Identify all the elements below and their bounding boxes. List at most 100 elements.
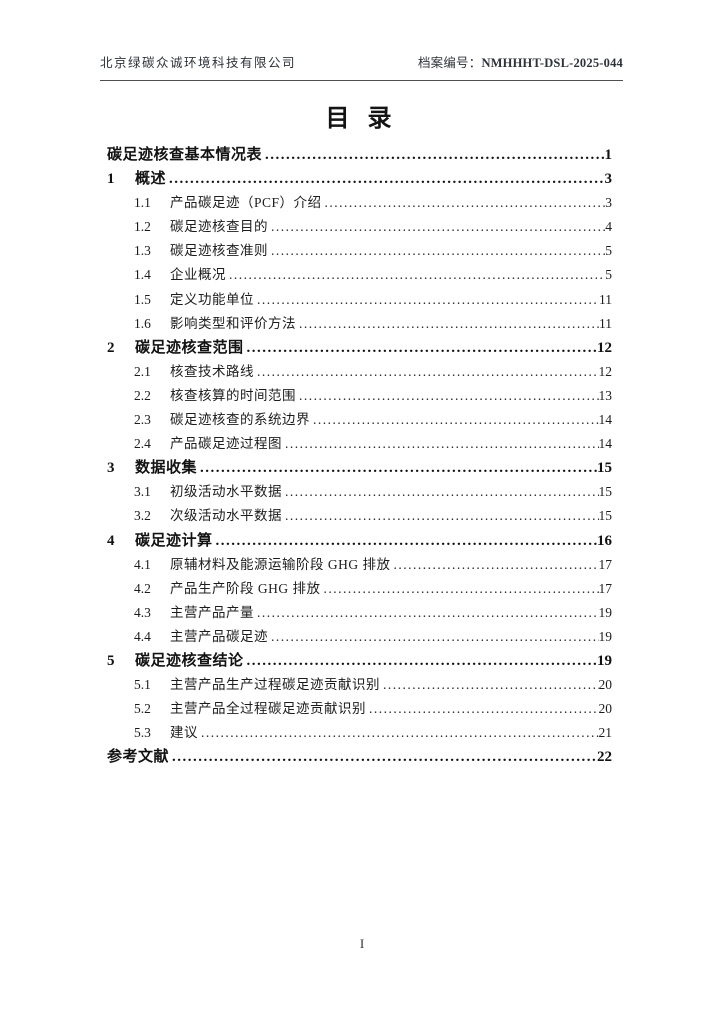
toc-entry[interactable]: 3.2 次级活动水平数据.............................… [134,504,612,528]
toc-entry-title: 产品碳足迹（PCF）介绍 [170,195,322,211]
leader-dots: ........................................… [285,436,599,452]
leader-dots: ........................................… [393,556,599,572]
toc-entry-page: 20 [598,677,613,693]
toc-entry-page: 3 [605,195,612,211]
toc-entry-title: 建议 [170,725,198,741]
toc-entry[interactable]: 2.1 核查技术路线...............................… [134,360,612,384]
toc-entry-number: 1.3 [134,243,151,259]
toc-entry-page: 20 [598,701,613,717]
toc-entry-title: 碳足迹计算 [135,532,213,549]
toc-entry-page: 21 [598,725,613,741]
toc-entry[interactable]: 4.1 原辅材料及能源运输阶段 GHG 排放...................… [134,553,612,577]
toc-entry[interactable]: 4.2 产品生产阶段 GHG 排放........................… [134,577,612,601]
toc-entry[interactable]: 1.4 企业概况.................................… [134,263,612,287]
table-of-contents: 碳足迹核查基本情况表..............................… [100,143,623,769]
toc-entry[interactable]: 3 数据收集...................................… [107,456,612,480]
toc-entry[interactable]: 4.4 主营产品碳足迹..............................… [134,625,612,649]
toc-entry[interactable]: 1.2 碳足迹核查目的..............................… [134,215,612,239]
leader-dots: ........................................… [271,243,605,259]
leader-dots: ........................................… [200,460,597,477]
toc-entry[interactable]: 1.1 产品碳足迹（PCF）介绍.........................… [134,191,612,215]
toc-entry-number: 5.3 [134,725,151,741]
leader-dots: ........................................… [383,677,599,693]
leader-dots: ........................................… [313,412,599,428]
toc-entry[interactable]: 1.5 定义功能单位...............................… [134,288,612,312]
leader-dots: ........................................… [285,484,599,500]
toc-entry-number: 1.1 [134,195,151,211]
toc-entry-number: 1.5 [134,291,151,307]
toc-entry-page: 3 [604,171,613,188]
toc-entry-page: 14 [598,436,613,452]
toc-entry-number: 2.4 [134,436,151,452]
toc-entry[interactable]: 4 碳足迹计算..................................… [107,529,612,553]
leader-dots: ........................................… [246,652,597,669]
toc-entry[interactable]: 2 碳足迹核查范围................................… [107,336,612,360]
leader-dots: ........................................… [215,532,597,549]
toc-entry[interactable]: 1.6 影响类型和评价方法............................… [134,312,612,336]
toc-entry[interactable]: 参考文献....................................… [107,745,612,769]
toc-entry[interactable]: 5.2 主营产品全过程碳足迹贡献识别.......................… [134,697,612,721]
toc-entry-page: 19 [598,628,613,644]
leader-dots: ........................................… [285,508,599,524]
toc-entry-number: 2.2 [134,387,151,403]
toc-entry-title: 碳足迹核查目的 [170,219,268,235]
toc-title: 目 录 [325,106,398,132]
toc-entry-title: 碳足迹核查的系统边界 [170,412,310,428]
toc-entry-title: 企业概况 [170,267,226,283]
toc-entry-page: 5 [605,243,612,259]
leader-dots: ........................................… [299,387,599,403]
toc-entry[interactable]: 2.3 碳足迹核查的系统边界...........................… [134,408,612,432]
leader-dots: ........................................… [323,580,599,596]
toc-entry-title: 主营产品产量 [170,604,254,620]
toc-entry[interactable]: 4.3 主营产品产量...............................… [134,601,612,625]
toc-entry-number: 5.1 [134,677,151,693]
toc-entry-number: 5.2 [134,701,151,717]
toc-entry-number: 1.2 [134,219,151,235]
leader-dots: ........................................… [257,291,599,307]
toc-entry[interactable]: 1.3 碳足迹核查准则..............................… [134,239,612,263]
leader-dots: ........................................… [271,219,605,235]
toc-entry-page: 16 [597,532,612,549]
toc-entry-page: 19 [598,604,613,620]
toc-entry[interactable]: 5 碳足迹核查结论................................… [107,649,612,673]
toc-entry[interactable]: 5.1 主营产品生产过程碳足迹贡献识别......................… [134,673,612,697]
toc-entry-title: 产品碳足迹过程图 [170,436,282,452]
toc-entry[interactable]: 2.4 产品碳足迹过程图.............................… [134,432,612,456]
toc-entry-title: 概述 [135,171,167,188]
toc-entry-page: 12 [597,339,612,356]
company-name: 北京绿碳众诚环境科技有限公司 [100,56,297,70]
toc-entry[interactable]: 2.2 核查核算的时间范围............................… [134,384,612,408]
toc-entry-number: 3 [107,460,115,477]
toc-entry-title: 主营产品碳足迹 [170,628,268,644]
toc-entry-page: 1 [604,147,613,163]
toc-entry-page: 14 [598,412,613,428]
toc-entry-page: 12 [598,363,613,379]
toc-entry-page: 15 [598,508,613,524]
leader-dots: ........................................… [172,749,597,766]
toc-entry-title: 原辅材料及能源运输阶段 GHG 排放 [170,556,391,572]
toc-entry-number: 1.6 [134,315,151,331]
archive-number-label: 档案编号： [417,56,482,70]
toc-entry-number: 4.4 [134,628,151,644]
toc-entry-title: 数据收集 [135,460,198,477]
toc-entry[interactable]: 1 概述.....................................… [107,167,612,191]
leader-dots: ........................................… [169,171,605,188]
toc-entry-title: 初级活动水平数据 [170,484,282,500]
toc-entry-number: 5 [107,652,115,669]
toc-entry-number: 3.1 [134,484,151,500]
leader-dots: ........................................… [324,195,606,211]
toc-entry[interactable]: 5.3 建议...................................… [134,721,612,745]
toc-entry-page: 17 [598,556,613,572]
toc-entry-number: 4 [107,532,115,549]
leader-dots: ........................................… [246,339,597,356]
page-header: 北京绿碳众诚环境科技有限公司 档案编号：NMHHHT-DSL-2025-044 [100,52,623,81]
toc-entry-page: 11 [599,315,612,331]
toc-entry-page: 19 [597,652,612,669]
toc-entry-number: 3.2 [134,508,151,524]
toc-entry[interactable]: 碳足迹核查基本情况表..............................… [107,143,612,167]
toc-entry-number: 1.4 [134,267,151,283]
toc-entry[interactable]: 3.1 初级活动水平数据.............................… [134,480,612,504]
toc-entry-page: 17 [598,580,613,596]
toc-entry-title: 主营产品全过程碳足迹贡献识别 [170,701,366,717]
